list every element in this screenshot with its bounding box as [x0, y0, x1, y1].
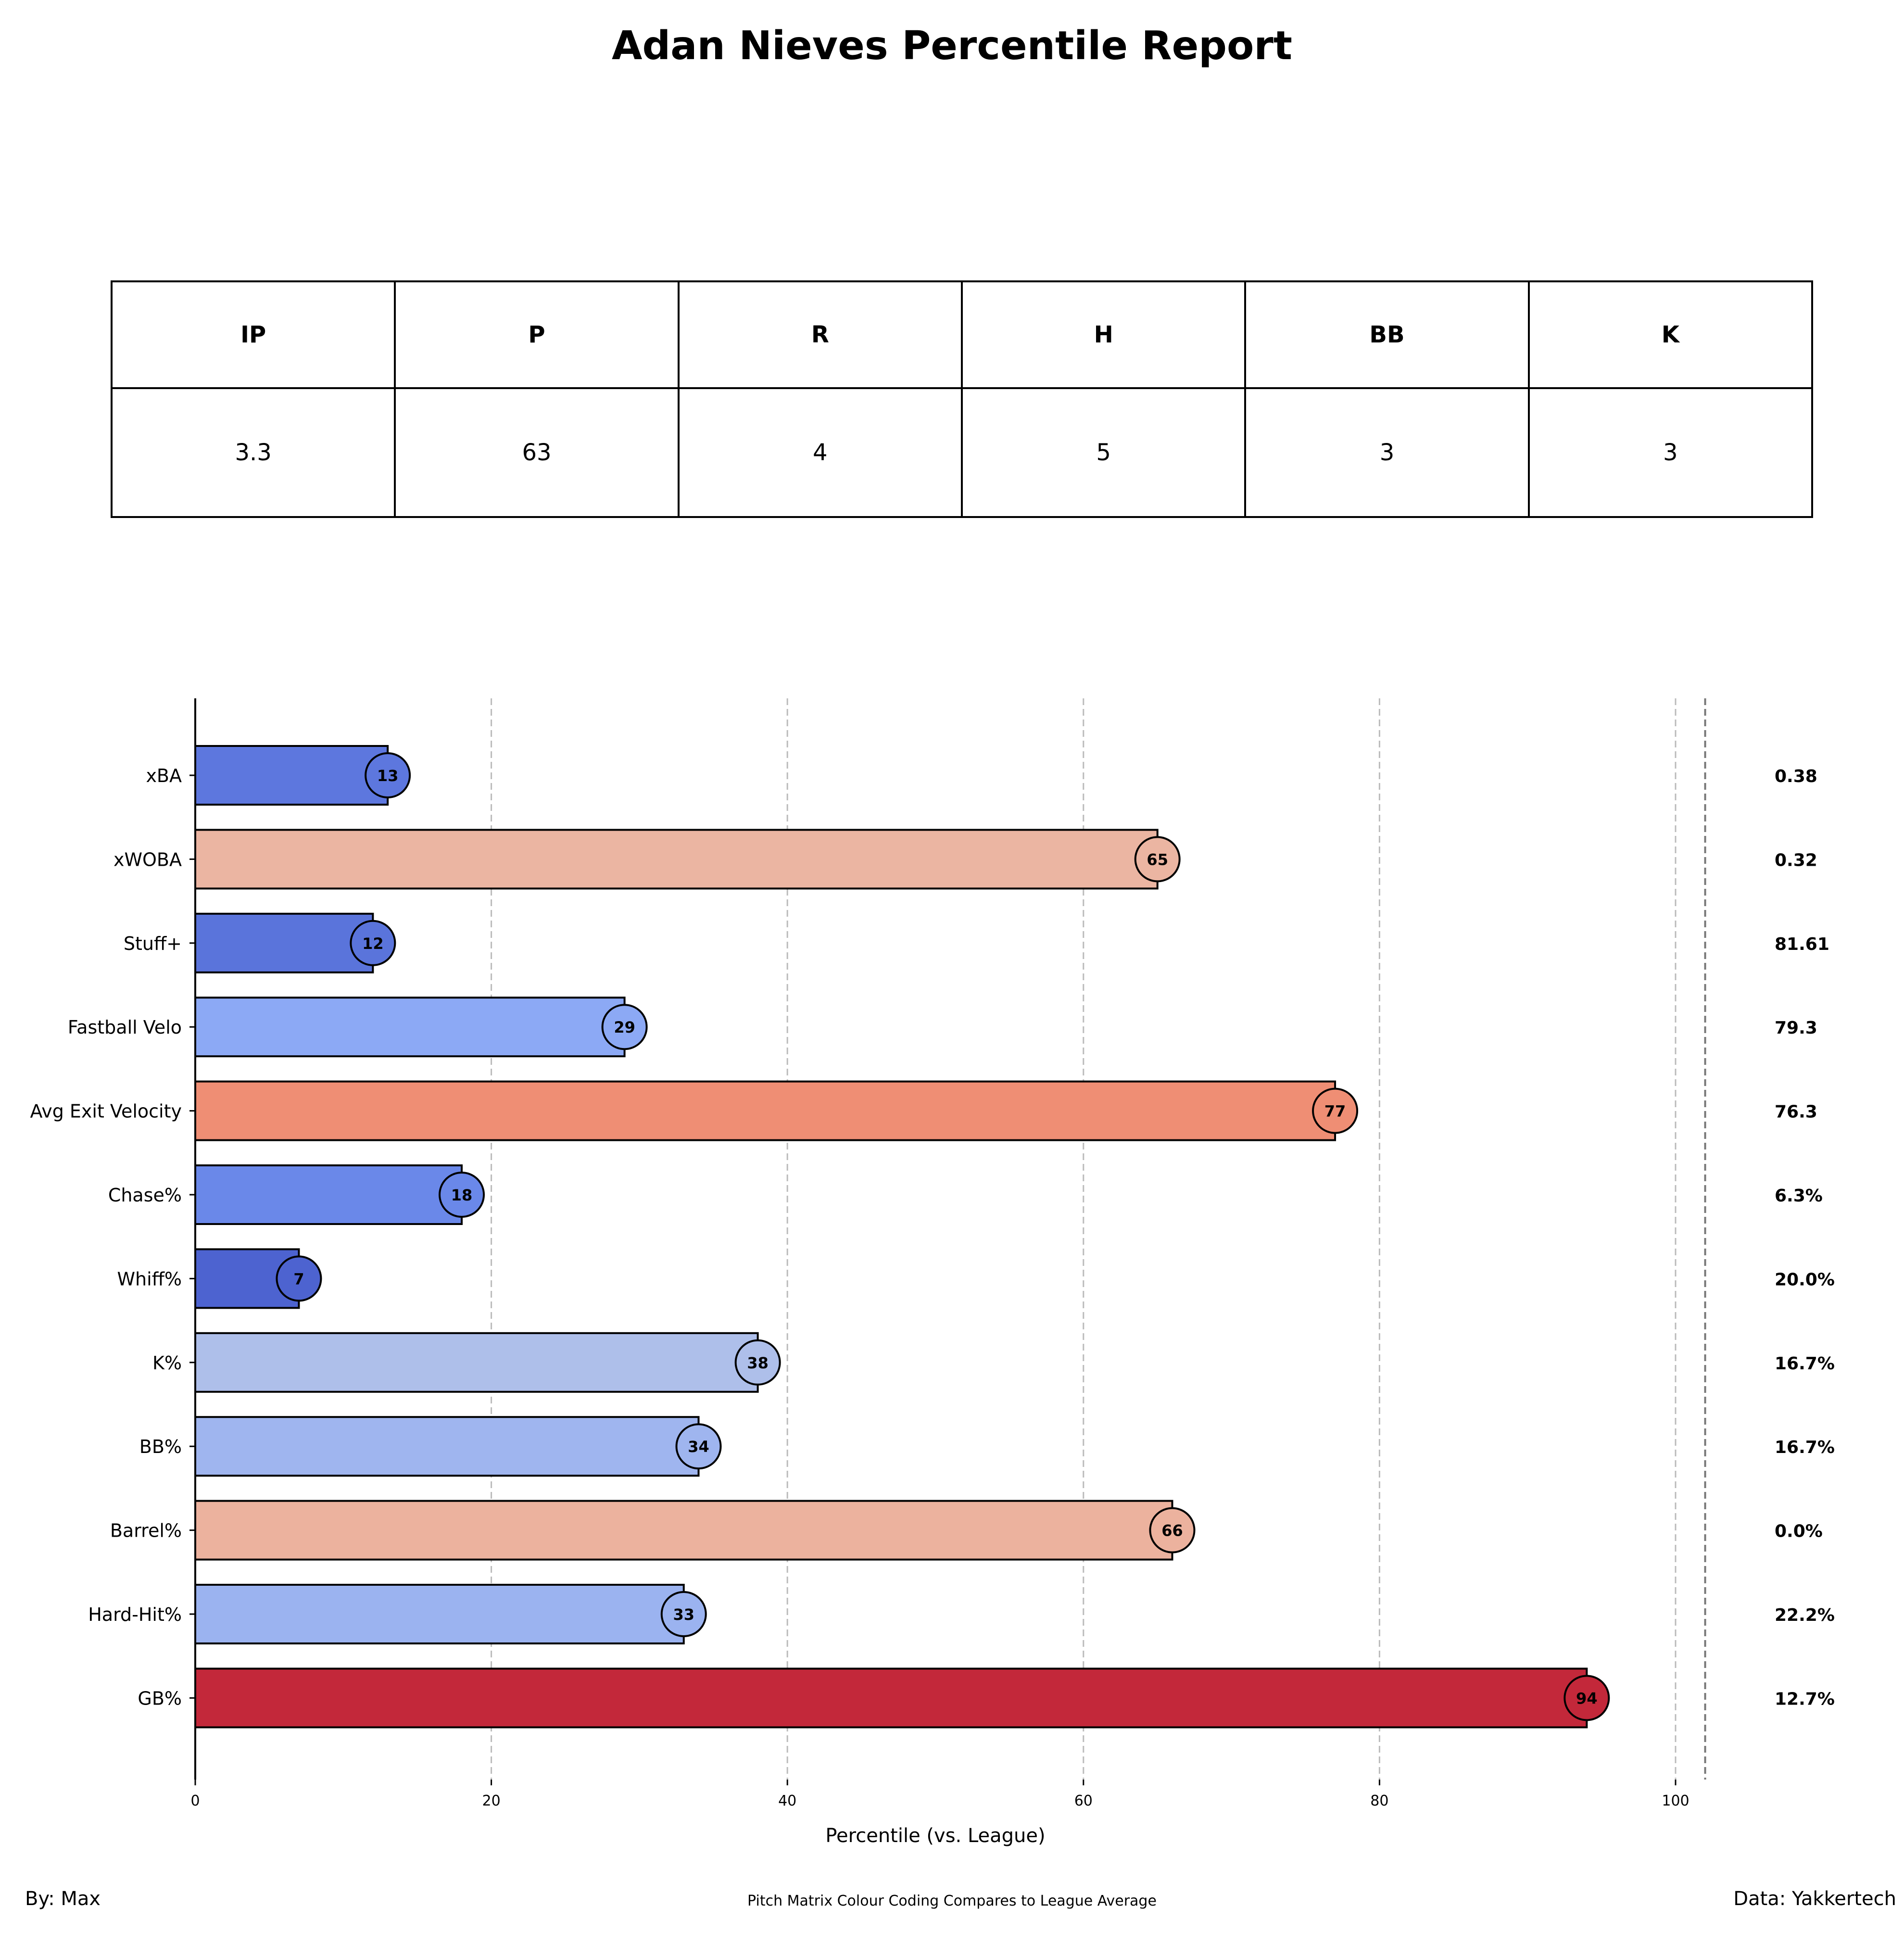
raw-value-hard-hit: 22.2% [1775, 1605, 1835, 1625]
percentile-label-hard-hit: 33 [673, 1605, 694, 1624]
percentile-marker-xba [365, 752, 411, 798]
stats-value-p: 63 [394, 387, 680, 518]
category-label-hard-hit: Hard-Hit% [88, 1604, 182, 1625]
percentile-label-xwoba: 65 [1147, 850, 1168, 869]
bar-k [194, 1332, 759, 1393]
x-tick-label-80: 80 [1370, 1793, 1388, 1809]
raw-value-whiff: 20.0% [1775, 1270, 1835, 1289]
page-title: Adan Nieves Percentile Report [612, 23, 1292, 69]
percentile-marker-fastball-velo [601, 1004, 648, 1050]
percentile-marker-k [734, 1339, 781, 1386]
percentile-marker-chase [439, 1172, 485, 1218]
bar-stuff [194, 912, 374, 973]
x-tick-label-100: 100 [1662, 1793, 1689, 1809]
percentile-marker-stuff [350, 920, 396, 966]
percentile-label-xba: 13 [377, 767, 399, 785]
raw-value-stuff: 81.61 [1775, 935, 1829, 954]
raw-value-k: 16.7% [1775, 1354, 1835, 1374]
x-tick-label-60: 60 [1074, 1793, 1093, 1809]
category-label-xwoba: xWOBA [113, 849, 182, 870]
category-label-stuff: Stuff+ [124, 933, 182, 954]
bars [194, 745, 1610, 1729]
percentile-label-barrel: 66 [1161, 1522, 1183, 1540]
labels: xBA 13 0.38 xWOBA 65 0.32 Stuff+ 12 81.61 Fastbal… [30, 765, 1834, 1709]
bar-chase [194, 1164, 463, 1225]
raw-value-xba: 0.38 [1775, 767, 1817, 786]
stats-value-r: 4 [677, 387, 963, 518]
stats-header-k: K [1527, 280, 1814, 389]
raw-value-barrel: 0.0% [1775, 1522, 1823, 1541]
raw-value-xwoba: 0.32 [1775, 850, 1817, 870]
stats-header-bb: BB [1244, 280, 1530, 389]
percentile-marker-hard-hit [660, 1591, 707, 1637]
category-label-avg-exit-velocity: Avg Exit Velocity [30, 1101, 182, 1122]
stats-header-r: R [677, 280, 963, 389]
bar-barrel [194, 1500, 1173, 1561]
category-label-k: K% [152, 1352, 182, 1374]
percentile-marker-xwoba [1134, 836, 1181, 883]
percentile-label-gb: 94 [1576, 1689, 1598, 1707]
x-tick-label-20: 20 [482, 1793, 501, 1809]
stats-value-h: 5 [960, 387, 1247, 518]
percentile-marker-bb [675, 1423, 722, 1470]
x-tick-label-40: 40 [778, 1793, 796, 1809]
raw-value-fastball-velo: 79.3 [1775, 1018, 1817, 1038]
stats-table: IP P R H BB K 3.3 63 4 5 3 3 [110, 280, 1814, 518]
stats-header-h: H [960, 280, 1247, 389]
percentile-bar-chart: 0 20 40 60 80 100 Percentile (vs. League) xBA 1… [30, 698, 1835, 1847]
percentile-marker-whiff [276, 1255, 322, 1302]
raw-value-gb: 12.7% [1775, 1689, 1835, 1709]
percentile-label-fastball-velo: 29 [614, 1018, 635, 1036]
percentile-label-avg-exit-velocity: 77 [1324, 1102, 1346, 1121]
x-axis-label: Percentile (vs. League) [825, 1825, 1045, 1847]
category-label-barrel: Barrel% [110, 1520, 182, 1541]
percentile-marker-gb [1564, 1675, 1610, 1721]
bar-xwoba [194, 829, 1159, 890]
raw-value-chase: 6.3% [1775, 1186, 1823, 1206]
category-label-fastball-velo: Fastball Velo [68, 1017, 182, 1038]
percentile-marker-avg-exit-velocity [1312, 1087, 1359, 1134]
stats-value-k: 3 [1527, 387, 1814, 518]
category-label-whiff: Whiff% [117, 1268, 182, 1289]
x-tick-label-0: 0 [190, 1793, 200, 1809]
colour-note: Pitch Matrix Colour Coding Compares to L… [747, 1893, 1157, 1909]
stats-header-p: P [394, 280, 680, 389]
percentile-label-stuff: 12 [362, 935, 384, 953]
stats-value-bb: 3 [1244, 387, 1530, 518]
raw-value-bb: 16.7% [1775, 1438, 1835, 1457]
category-label-xba: xBA [146, 765, 182, 786]
stats-header-row: IP P R H BB K [110, 280, 1814, 389]
bar-avg-exit-velocity [194, 1080, 1337, 1141]
bar-fastball-velo [194, 997, 626, 1058]
category-label-gb: GB% [138, 1688, 182, 1709]
bar-hard-hit [194, 1584, 685, 1644]
data-source: Data: Yakkertech [1733, 1888, 1896, 1910]
percentile-marker-barrel [1149, 1507, 1196, 1553]
bar-gb [194, 1667, 1588, 1729]
category-label-bb: BB% [139, 1436, 182, 1457]
byline: By: Max [25, 1888, 101, 1910]
percentile-label-whiff: 7 [293, 1270, 304, 1288]
percentile-label-chase: 18 [451, 1186, 473, 1204]
percentile-label-bb: 34 [688, 1438, 709, 1456]
bar-bb [194, 1416, 700, 1477]
stats-value-ip: 3.3 [110, 387, 396, 518]
percentile-label-k: 38 [747, 1354, 769, 1372]
bar-xba [194, 745, 389, 806]
stats-header-ip: IP [110, 280, 396, 389]
category-label-chase: Chase% [108, 1185, 182, 1206]
raw-value-avg-exit-velocity: 76.3 [1775, 1102, 1817, 1122]
stats-value-row: 3.3 63 4 5 3 3 [110, 387, 1814, 518]
